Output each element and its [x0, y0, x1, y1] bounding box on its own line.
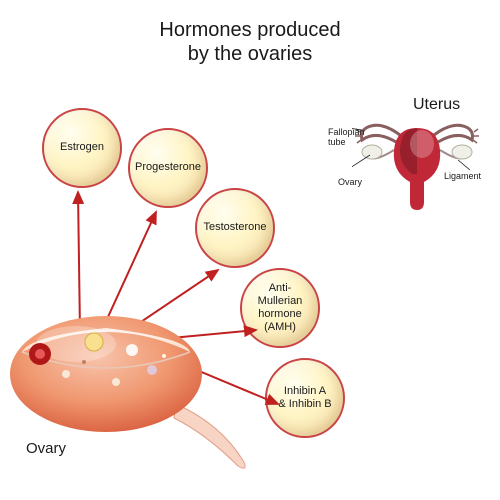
hormone-amh: Anti-Mullerian hormone (AMH): [240, 268, 320, 348]
uterus-illustration: [352, 110, 482, 220]
uterus-label-fallopian: Fallopian tube: [328, 128, 365, 148]
ovary-label: Ovary: [26, 440, 66, 457]
main-title: Hormones produced by the ovaries: [159, 18, 340, 66]
uterus-label-ligament: Ligament: [444, 172, 481, 182]
hormone-estrogen: Estrogen: [42, 108, 122, 188]
hormone-progesterone: Progesterone: [128, 128, 208, 208]
hormone-testosterone: Testosterone: [195, 188, 275, 268]
hormone-inhibin: Inhibin A & Inhibin B: [265, 358, 345, 438]
uterus-label-ovary: Ovary: [338, 178, 362, 188]
uterus-title: Uterus: [413, 96, 460, 114]
